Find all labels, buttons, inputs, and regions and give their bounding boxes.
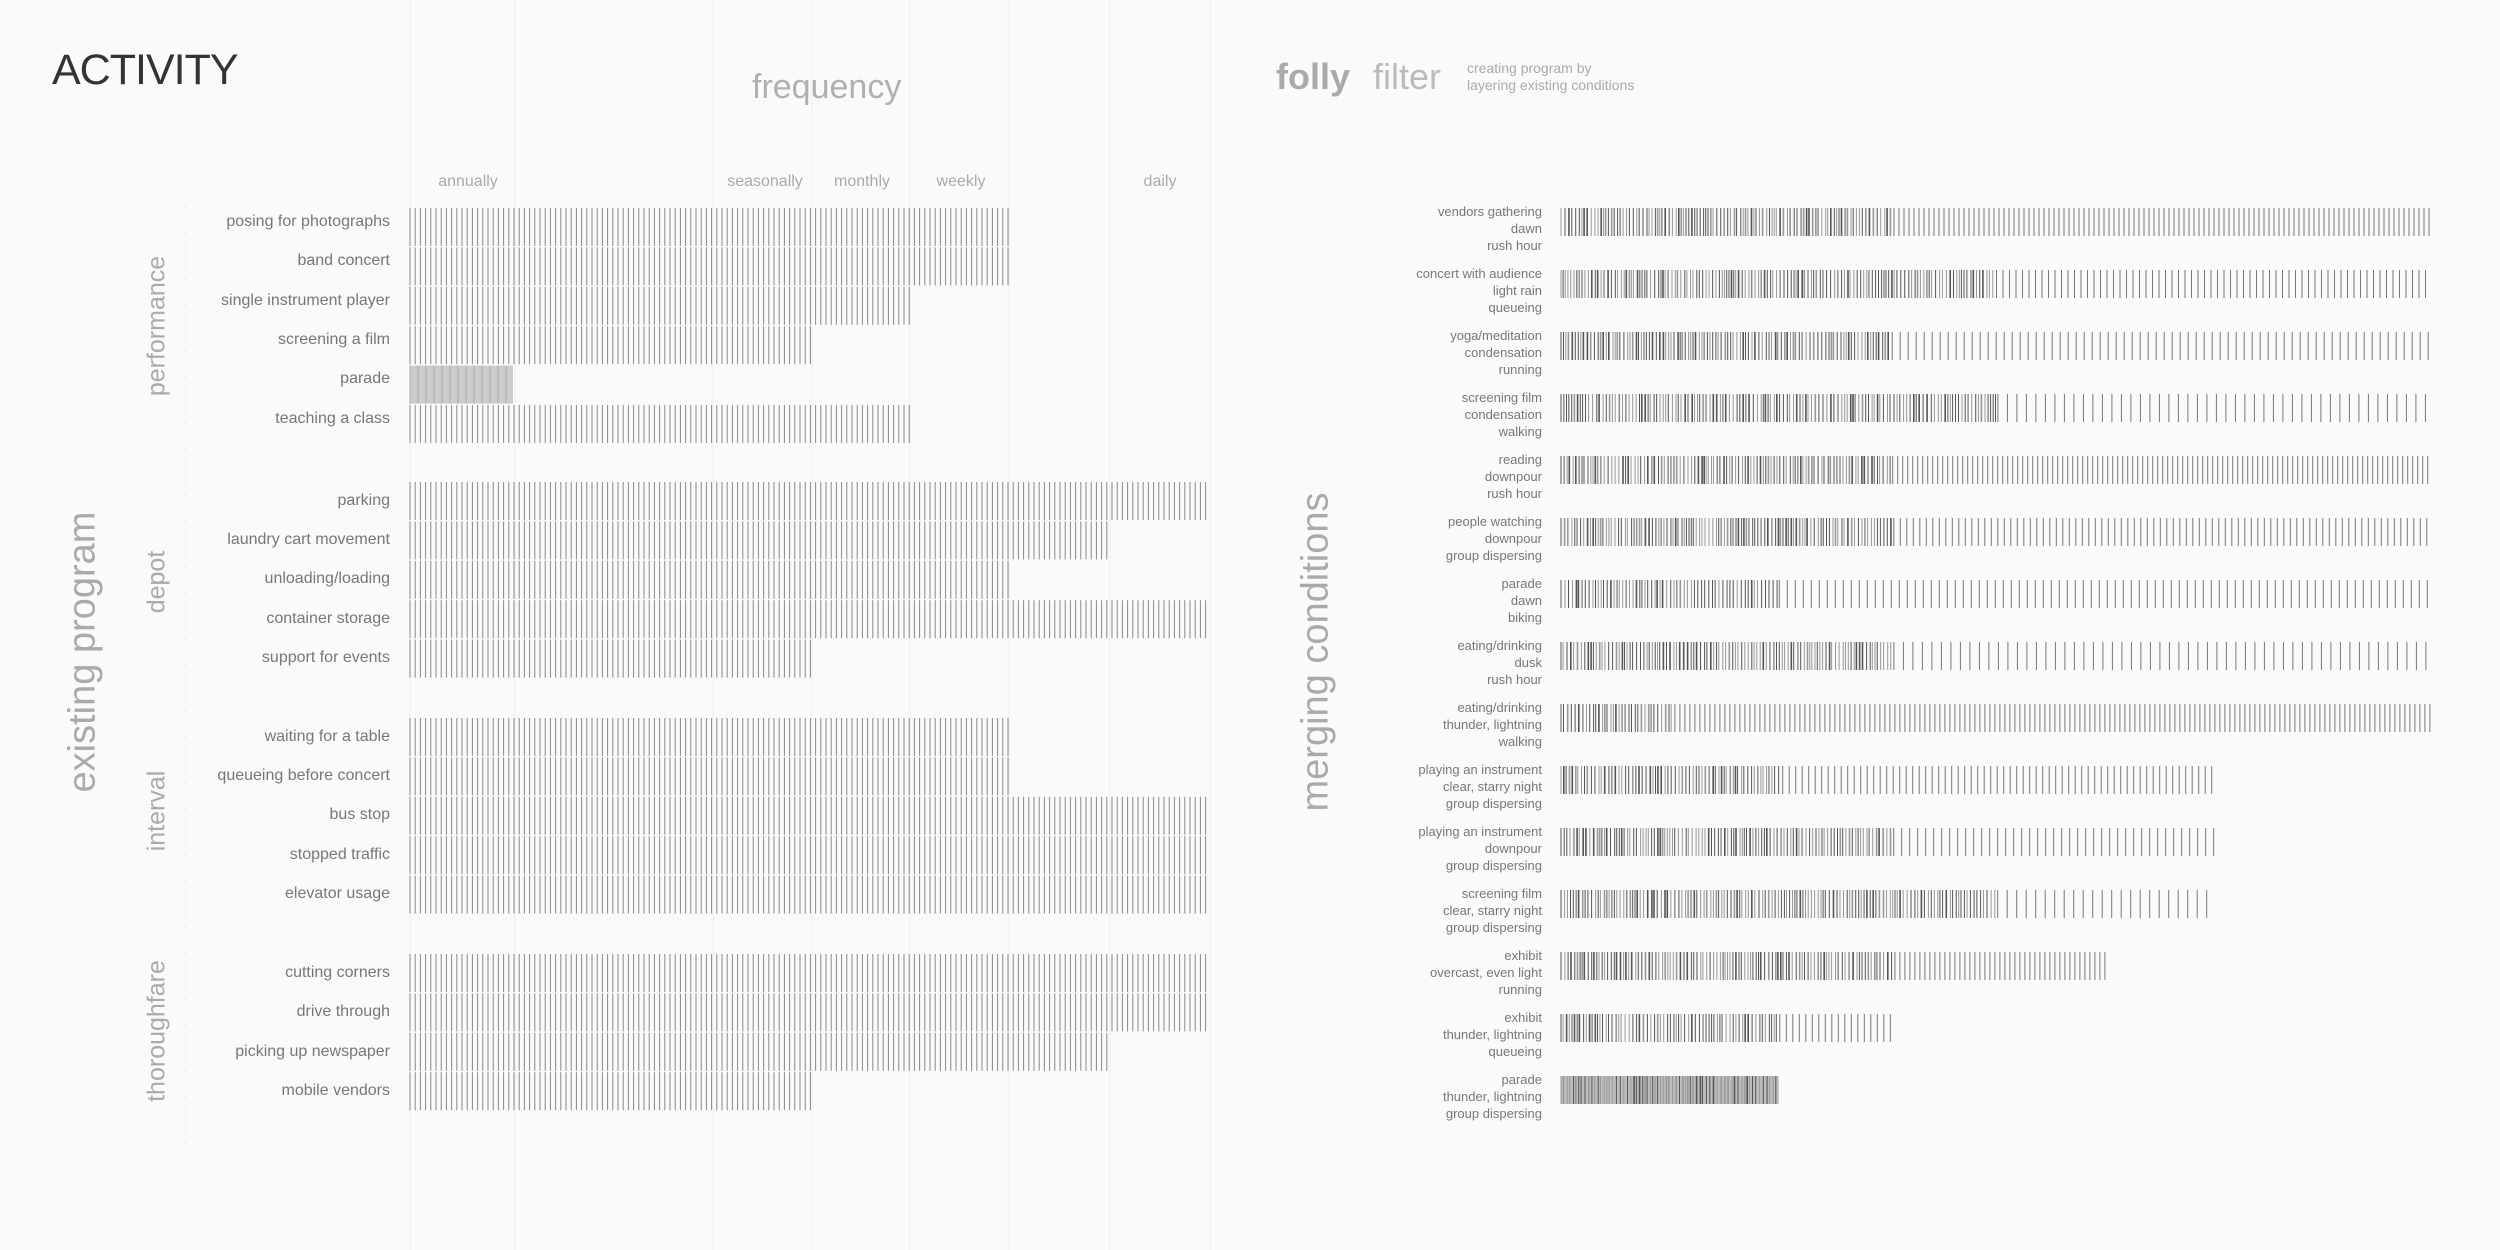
condition-weather: thunder, lightning (1442, 1027, 1542, 1042)
condition-label: exhibit thunder, lightning queueing (1342, 1009, 1542, 1060)
condition-label: parade thunder, lightning group dispersi… (1342, 1071, 1542, 1122)
activity-row-label: parade (340, 370, 390, 387)
condition-movement: running (1498, 982, 1542, 997)
condition-activity: screening film (1461, 390, 1542, 405)
condition-weather: dusk (1514, 655, 1542, 670)
condition-weather: light rain (1492, 283, 1542, 298)
filter-subtitle-line: creating program by (1467, 60, 1592, 76)
condition-label: exhibit overcast, even light running (1342, 947, 1542, 998)
condition-movement: rush hour (1487, 486, 1542, 501)
condition-movement: biking (1508, 610, 1542, 625)
condition-activity: playing an instrument (1418, 762, 1542, 777)
condition-weather: downpour (1484, 469, 1542, 484)
condition-activity: playing an instrument (1418, 824, 1542, 839)
condition-activity: parade (1501, 576, 1542, 591)
activity-row-label: waiting for a table (264, 728, 390, 745)
activity-row-label: container storage (266, 610, 390, 627)
condition-movement: group dispersing (1445, 858, 1542, 873)
frequency-label-daily: daily (1143, 173, 1177, 190)
activity-row-label: unloading/loading (264, 570, 390, 587)
condition-label: screening film clear, starry night group… (1342, 885, 1542, 936)
condition-weather: overcast, even light (1429, 965, 1542, 980)
condition-movement: walking (1498, 734, 1542, 749)
filter-subtitle: creating program by layering existing co… (1467, 60, 1634, 94)
condition-weather: dawn (1510, 593, 1542, 608)
condition-weather: downpour (1484, 531, 1542, 546)
condition-weather: condensation (1464, 407, 1542, 422)
condition-movement: rush hour (1487, 672, 1542, 687)
filter-subtitle-line: layering existing conditions (1467, 77, 1635, 93)
condition-activity: exhibit (1504, 1010, 1542, 1025)
condition-label: reading downpour rush hour (1342, 451, 1542, 502)
condition-movement: rush hour (1487, 238, 1542, 253)
activity-row-label: screening a film (277, 331, 390, 348)
activity-frequency-bar (410, 365, 513, 404)
condition-label: parade dawn biking (1342, 575, 1542, 626)
condition-activity: parade (1501, 1072, 1542, 1087)
condition-label: eating/drinking thunder, lightning walki… (1342, 699, 1542, 750)
activity-row-label: queueing before concert (217, 767, 390, 784)
condition-movement: running (1498, 362, 1542, 377)
condition-activity: vendors gathering (1437, 204, 1542, 219)
condition-label: concert with audience light rain queuein… (1342, 265, 1542, 316)
condition-weather: clear, starry night (1443, 779, 1542, 794)
condition-activity: eating/drinking (1457, 700, 1542, 715)
activity-row-label: elevator usage (285, 885, 390, 902)
condition-movement: group dispersing (1445, 920, 1542, 935)
condition-label: screening film condensation walking (1342, 389, 1542, 440)
condition-weather: condensation (1464, 345, 1542, 360)
condition-weather: downpour (1484, 841, 1542, 856)
condition-label: playing an instrument downpour group dis… (1342, 823, 1542, 874)
activity-row-label: mobile vendors (281, 1082, 391, 1099)
condition-label: vendors gathering dawn rush hour (1342, 203, 1542, 254)
activity-row-label: stopped traffic (289, 846, 390, 863)
activity-row-label: single instrument player (221, 292, 390, 309)
activity-row-label: band concert (297, 252, 390, 269)
activity-row-label: bus stop (329, 806, 390, 823)
condition-activity: reading (1498, 452, 1542, 467)
frequency-axis-title: frequency (752, 68, 902, 106)
condition-activity: exhibit (1504, 948, 1542, 963)
activity-row-label: drive through (296, 1003, 390, 1020)
condition-activity: screening film (1461, 886, 1542, 901)
frequency-label-monthly: monthly (833, 173, 891, 190)
condition-movement: walking (1498, 424, 1542, 439)
condition-label: people watching downpour group dispersin… (1342, 513, 1542, 564)
condition-weather: clear, starry night (1443, 903, 1542, 918)
activity-row-label: cutting corners (285, 964, 390, 981)
activity-row-label: laundry cart movement (227, 531, 390, 548)
condition-activity: eating/drinking (1457, 638, 1542, 653)
condition-weather: thunder, lightning (1442, 1089, 1542, 1104)
filter-title-bold: folly (1276, 56, 1351, 97)
frequency-label-seasonally: seasonally (727, 173, 803, 190)
condition-label: eating/drinking dusk rush hour (1342, 637, 1542, 688)
condition-movement: group dispersing (1445, 548, 1542, 563)
condition-movement: group dispersing (1445, 1106, 1542, 1121)
condition-movement: queueing (1488, 300, 1543, 315)
condition-movement: queueing (1488, 1044, 1543, 1059)
condition-label: yoga/meditation condensation running (1342, 327, 1542, 378)
condition-weather: thunder, lightning (1442, 717, 1542, 732)
condition-activity: concert with audience (1416, 266, 1542, 281)
condition-activity: yoga/meditation (1450, 328, 1542, 343)
activity-row-label: teaching a class (275, 410, 390, 427)
frequency-label-annually: annually (438, 173, 498, 190)
condition-label: playing an instrument clear, starry nigh… (1342, 761, 1542, 812)
frequency-label-weekly: weekly (936, 173, 986, 190)
activity-row-label: support for events (261, 649, 390, 666)
condition-barcode-fill (1561, 1076, 1779, 1104)
condition-activity: people watching (1448, 514, 1542, 529)
activity-row-label: picking up newspaper (235, 1043, 390, 1060)
activity-row-label: posing for photographs (226, 213, 390, 230)
filter-title-light: filter (1373, 56, 1442, 97)
page-title: ACTIVITY (52, 46, 239, 94)
condition-weather: dawn (1510, 221, 1542, 236)
activity-row-label: parking (337, 492, 390, 509)
condition-movement: group dispersing (1445, 796, 1542, 811)
